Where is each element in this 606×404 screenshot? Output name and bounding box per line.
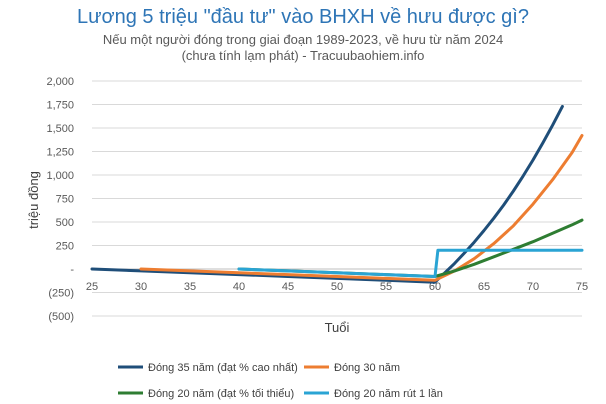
- y-tick-label: 1,000: [46, 170, 74, 182]
- y-tick-label: 1,750: [46, 100, 74, 112]
- x-tick-label: 70: [527, 281, 539, 293]
- x-tick-labels: 25 30 35 40 45 50 55 60 65 70 75: [86, 281, 588, 293]
- x-tick-label: 75: [576, 281, 588, 293]
- y-tick-label: -: [70, 264, 74, 276]
- y-tick-label: 1,500: [46, 123, 74, 135]
- x-tick-label: 30: [135, 281, 147, 293]
- chart-subtitle-line2: (chưa tính lạm phát) - Tracuubaohiem.inf…: [181, 48, 425, 63]
- series-line-2: [139, 134, 584, 282]
- x-tick-label: 45: [282, 281, 294, 293]
- x-tick-label: 35: [184, 281, 196, 293]
- chart-title: Lương 5 triệu "đầu tư" vào BHXH về hưu đ…: [77, 6, 529, 28]
- series-line-4: [237, 248, 584, 278]
- x-tick-label: 25: [86, 281, 98, 293]
- series-lines: [90, 104, 584, 284]
- chart-subtitle-line1: Nếu một người đóng trong giai đoạn 1989-…: [102, 32, 504, 47]
- y-tick-labels: 2,000 1,750 1,500 1,250 1,000 750 500 250 - (250)…: [46, 76, 74, 323]
- y-axis-label: triệu đồng: [26, 171, 41, 229]
- y-tick-label: 500: [56, 217, 74, 229]
- series-line-3: [237, 218, 584, 278]
- y-tick-label: 250: [56, 241, 74, 253]
- legend: Đóng 35 năm (đạt % cao nhất) Đóng 30 năm Đ…: [118, 362, 443, 400]
- legend-entry: Đóng 20 năm rút 1 lần: [334, 388, 443, 400]
- y-tick-label: (500): [48, 311, 74, 323]
- legend-entry: Đóng 20 năm (đạt % tối thiểu): [148, 388, 294, 400]
- y-tick-label: 2,000: [46, 76, 74, 88]
- x-tick-label: 65: [478, 281, 490, 293]
- chart-subtitle: Nếu một người đóng trong giai đoạn 1989-…: [0, 32, 606, 64]
- x-axis-label: Tuổi: [325, 320, 350, 335]
- legend-entry: Đóng 35 năm (đạt % cao nhất): [148, 362, 298, 374]
- legend-entry: Đóng 30 năm: [334, 362, 400, 374]
- x-tick-label: 40: [233, 281, 245, 293]
- x-tick-label: 55: [380, 281, 392, 293]
- y-tick-label: 1,250: [46, 147, 74, 159]
- y-tick-label: (250): [48, 288, 74, 300]
- series-line-1: [90, 104, 564, 284]
- x-tick-label: 60: [429, 281, 441, 293]
- x-tick-label: 50: [331, 281, 343, 293]
- y-tick-label: 750: [56, 194, 74, 206]
- gridlines: [92, 80, 582, 317]
